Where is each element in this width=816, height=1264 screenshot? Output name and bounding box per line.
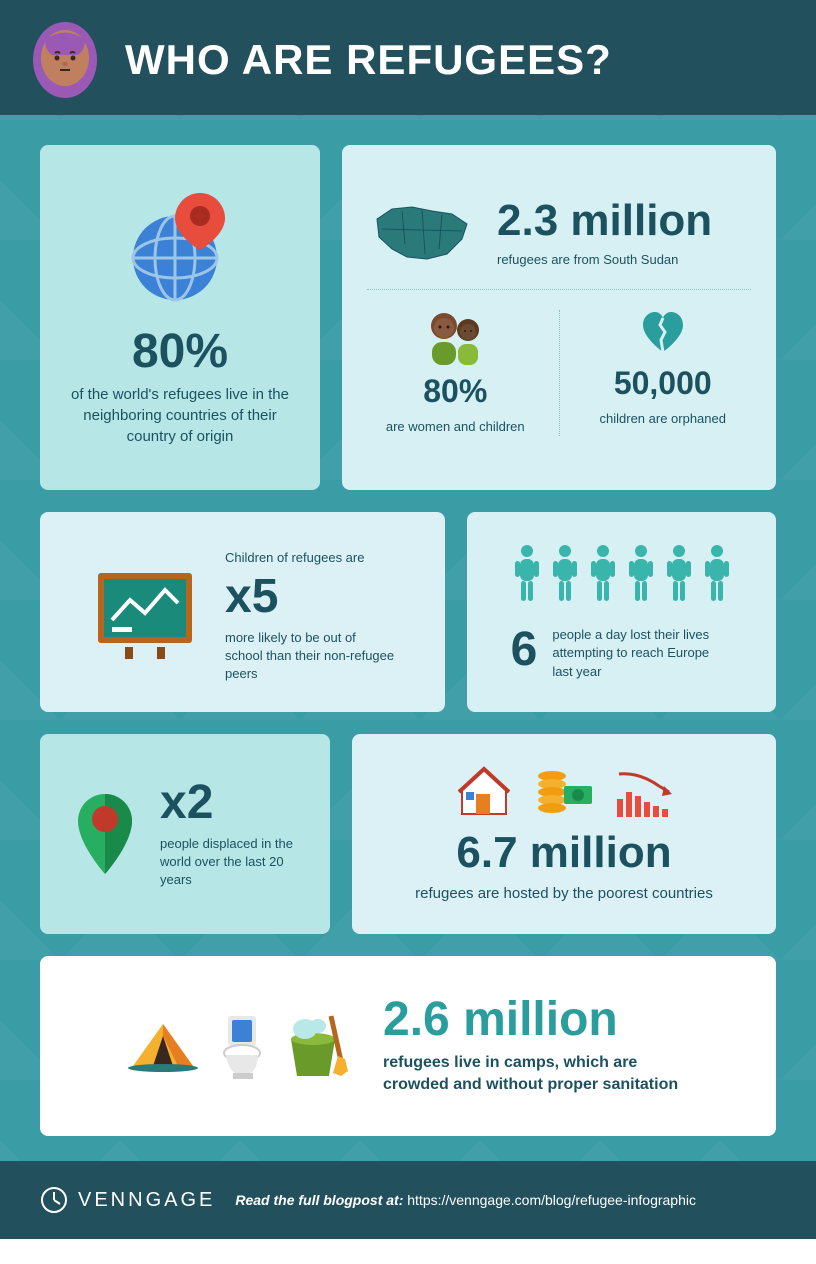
globe-pin-icon	[125, 188, 235, 308]
row-3: x2 people displaced in the world over th…	[40, 734, 776, 934]
tent-icon	[123, 1016, 203, 1076]
stat-sudan: 2.3 million	[497, 199, 712, 243]
toilet-icon	[218, 1011, 268, 1081]
page-title: WHO ARE REFUGEES?	[125, 36, 612, 84]
desc-school: more likely to be out of school than the…	[225, 629, 395, 684]
desc-orphaned: children are orphaned	[600, 410, 726, 428]
intro-school: Children of refugees are	[225, 549, 395, 567]
stat-europe: 6	[511, 626, 538, 674]
chalkboard-icon	[90, 565, 200, 660]
stat-poorest: 6.7 million	[456, 831, 671, 875]
bucket-mop-icon	[283, 1011, 353, 1081]
footer-brand: VENNGAGE	[40, 1186, 215, 1214]
card-school: Children of refugees are x5 more likely …	[40, 512, 445, 712]
people-icons-row	[512, 543, 732, 603]
infographic-container: WHO ARE REFUGEES? 80% of the world's ref…	[0, 0, 816, 1239]
stat-orphaned: 50,000	[614, 365, 712, 402]
row-1: 80% of the world's refugees live in the …	[40, 145, 776, 490]
card-orphaned: 50,000 children are orphaned	[560, 310, 752, 436]
card-sudan: 2.3 million refugees are from South Suda…	[367, 199, 751, 290]
desc-europe: people a day lost their lives attempting…	[552, 626, 732, 681]
poorest-icons	[454, 764, 674, 819]
stat-displaced: x2	[160, 779, 300, 827]
person-icon	[588, 543, 618, 603]
camp-icons	[123, 1011, 353, 1081]
money-coins-icon	[534, 764, 594, 819]
footer-text: Read the full blogpost at: https://venng…	[235, 1192, 696, 1208]
card-camps: 2.6 million refugees live in camps, whic…	[40, 956, 776, 1136]
footer-cta: Read the full blogpost at:	[235, 1192, 403, 1208]
desc-neighboring: of the world's refugees live in the neig…	[70, 384, 290, 447]
stat-school: x5	[225, 573, 395, 621]
card-sudan-group: 2.3 million refugees are from South Suda…	[342, 145, 776, 490]
clock-icon	[40, 1186, 68, 1214]
person-icon	[550, 543, 580, 603]
woman-child-icon	[420, 310, 490, 365]
hijab-avatar-icon	[30, 20, 100, 100]
desc-sudan: refugees are from South Sudan	[497, 251, 712, 269]
stat-neighboring: 80%	[132, 328, 228, 376]
content-area: 80% of the world's refugees live in the …	[0, 115, 816, 1161]
person-icon	[664, 543, 694, 603]
desc-women: are women and children	[386, 418, 525, 436]
brand-name: VENNGAGE	[78, 1189, 215, 1212]
card-women: 80% are women and children	[367, 310, 560, 436]
desc-poorest: refugees are hosted by the poorest count…	[415, 883, 713, 904]
location-pin-icon	[70, 789, 140, 879]
stat-women: 80%	[423, 373, 487, 410]
person-icon	[702, 543, 732, 603]
desc-camps: refugees live in camps, which are crowde…	[383, 1052, 693, 1097]
person-icon	[626, 543, 656, 603]
person-icon	[512, 543, 542, 603]
declining-chart-icon	[614, 764, 674, 819]
south-sudan-map-icon	[367, 199, 477, 269]
stat-camps: 2.6 million	[383, 996, 693, 1044]
card-neighboring: 80% of the world's refugees live in the …	[40, 145, 320, 490]
house-icon	[454, 764, 514, 819]
footer-url: https://venngage.com/blog/refugee-infogr…	[407, 1192, 696, 1208]
broken-heart-icon	[638, 310, 688, 355]
card-europe: 6 people a day lost their lives attempti…	[467, 512, 776, 712]
header: WHO ARE REFUGEES?	[0, 0, 816, 115]
card-displaced: x2 people displaced in the world over th…	[40, 734, 330, 934]
row-2: Children of refugees are x5 more likely …	[40, 512, 776, 712]
desc-displaced: people displaced in the world over the l…	[160, 835, 300, 890]
card-poorest: 6.7 million refugees are hosted by the p…	[352, 734, 776, 934]
footer: VENNGAGE Read the full blogpost at: http…	[0, 1161, 816, 1239]
